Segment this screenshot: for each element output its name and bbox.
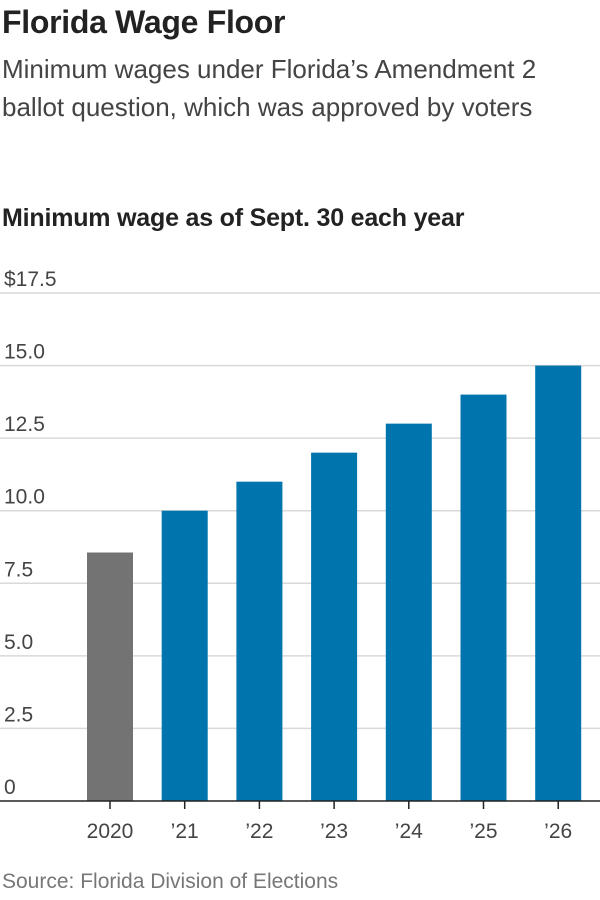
x-tick-label: ’25 bbox=[469, 820, 497, 843]
x-tick-label: ’22 bbox=[245, 820, 273, 843]
source-note: Source: Florida Division of Elections bbox=[2, 870, 339, 893]
y-tick-label: 7.5 bbox=[4, 558, 33, 581]
bar bbox=[161, 510, 208, 801]
bar bbox=[385, 423, 432, 801]
y-tick-label: $17.5 bbox=[4, 268, 57, 291]
y-tick-label: 15.0 bbox=[4, 341, 45, 364]
bar bbox=[87, 552, 133, 801]
page-title: Florida Wage Floor bbox=[2, 4, 286, 40]
y-tick-label: 12.5 bbox=[4, 413, 45, 436]
y-tick-labels: 0 2.5 5.0 7.5 10.0 12.5 15.0 $17.5 bbox=[4, 268, 57, 799]
x-tick-label: ’23 bbox=[320, 820, 348, 843]
x-tick-label: 2020 bbox=[87, 820, 134, 843]
bar-chart: 0 2.5 5.0 7.5 10.0 12.5 15.0 $17.5 2020 ’21 ’22 ’2… bbox=[0, 268, 600, 843]
y-tick-label: 2.5 bbox=[4, 703, 33, 726]
bar bbox=[236, 481, 283, 801]
x-tick-marks bbox=[109, 801, 559, 809]
x-tick-labels: 2020 ’21 ’22 ’23 ’24 ’25 ’26 bbox=[87, 820, 573, 843]
bar bbox=[535, 365, 582, 801]
y-tick-label: 0 bbox=[4, 776, 16, 799]
bar bbox=[460, 394, 507, 801]
y-tick-label: 5.0 bbox=[4, 631, 33, 654]
chart-title: Minimum wage as of Sept. 30 each year bbox=[2, 204, 465, 232]
bars bbox=[87, 365, 582, 801]
bar bbox=[311, 452, 358, 801]
x-tick-label: ’21 bbox=[171, 820, 199, 843]
x-tick-label: ’26 bbox=[544, 820, 572, 843]
page-subtitle: Minimum wages under Florida’s Amendment … bbox=[2, 54, 537, 122]
y-tick-label: 10.0 bbox=[4, 486, 45, 509]
x-tick-label: ’24 bbox=[395, 820, 423, 843]
